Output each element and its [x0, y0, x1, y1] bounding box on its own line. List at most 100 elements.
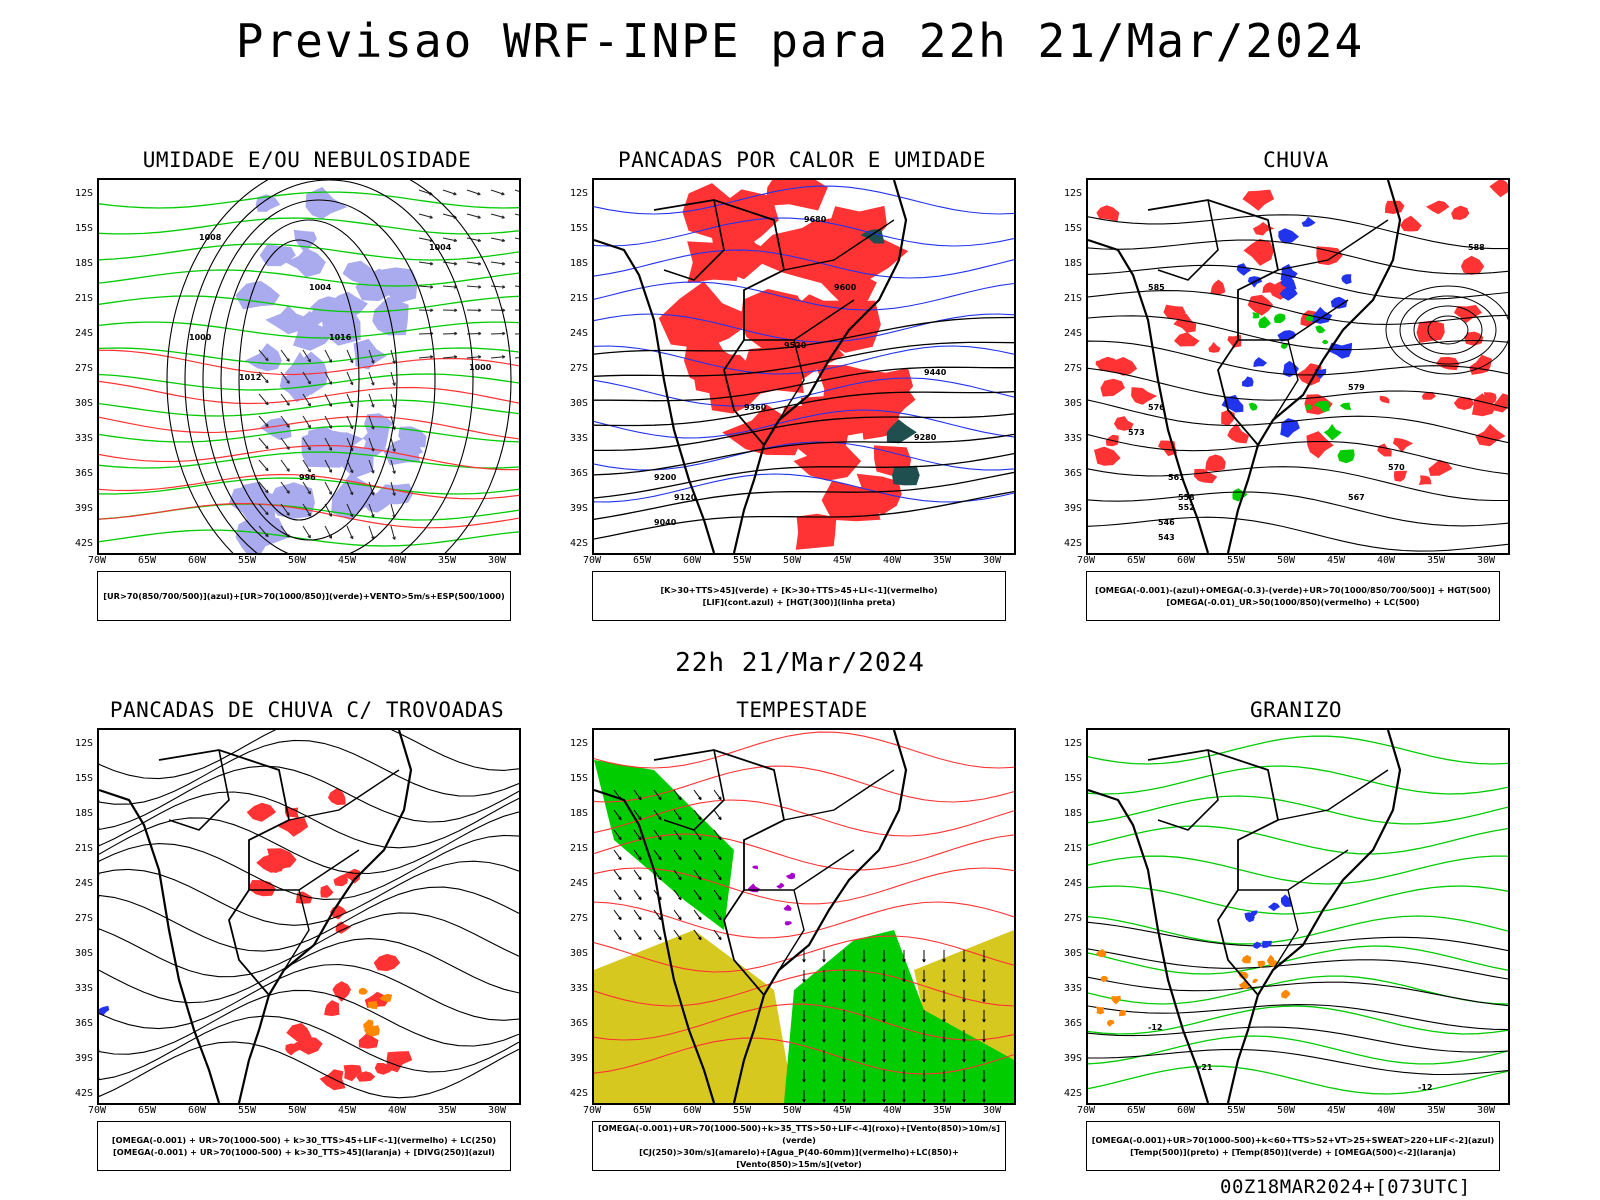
wind-vector [390, 481, 396, 496]
wind-vector [613, 889, 622, 901]
latitude-tick-label: 15S [569, 223, 588, 234]
rain-area-green [1280, 343, 1289, 349]
wind-vector-head [371, 426, 375, 430]
country-border [1157, 199, 1219, 281]
wind-vector [280, 393, 290, 406]
longitude-tick-label: 65W [1126, 1105, 1146, 1116]
latitude-tick-label: 36S [1063, 468, 1082, 479]
storm-area-red [386, 1051, 413, 1073]
rain-area-green [1315, 325, 1326, 334]
longitude-tick-label: 30W [487, 555, 507, 566]
latitude-tick-label: 24S [1063, 878, 1082, 889]
noop [186, 518, 205, 535]
longitude-tick-label: 50W [287, 555, 307, 566]
wind-vector [653, 929, 662, 941]
map-canvas [594, 730, 1014, 1103]
longitude-tick-label: 40W [387, 555, 407, 566]
wind-vector-head [822, 1039, 826, 1043]
noop [152, 446, 159, 453]
wind-vector-head [430, 308, 434, 313]
wind-vector-head [265, 533, 269, 538]
omega-area-orange [1119, 1010, 1126, 1017]
legend-line: [OMEGA(-0.001) + UR>70(1000-500) + k>30_… [113, 1147, 495, 1157]
panel-legend: [OMEGA(-0.001) + UR>70(1000-500) + k>30_… [97, 1121, 511, 1171]
humidity-contour-green [99, 321, 519, 339]
longitude-tick-label: 55W [1226, 555, 1246, 566]
latitude-tick-label: 24S [74, 878, 93, 889]
wind-vector-head [962, 1019, 966, 1023]
instability-area-red [687, 241, 741, 284]
longitude-tick-label: 30W [487, 1105, 507, 1116]
andes-border [594, 788, 716, 1103]
wind-vector [368, 415, 375, 430]
wind-vector-head [618, 816, 622, 821]
wind-vector-head [718, 856, 722, 861]
instability-area-red [765, 180, 828, 211]
instability-area-red [709, 376, 761, 414]
state-border [1277, 769, 1389, 821]
contour-label: 9280 [914, 433, 937, 442]
wind-vector-head [502, 331, 506, 336]
humidity-area-blue [372, 296, 409, 336]
rain-area-red [1428, 459, 1453, 476]
wind-vector [713, 889, 722, 901]
latitude-tick-label: 33S [1063, 983, 1082, 994]
wind-vector-head [658, 916, 662, 921]
panel-legend: [K>30+TTS>45](verde) + [K>30+TTS>45+LI<-… [592, 571, 1006, 621]
latitude-tick-label: 39S [1063, 503, 1082, 514]
country-border [653, 199, 786, 446]
atlantic-coast [1226, 180, 1402, 553]
temp500-contour [1088, 948, 1508, 980]
noop [234, 428, 249, 437]
wind-vector-head [698, 836, 702, 841]
noop [196, 528, 213, 540]
wind-vector [490, 356, 505, 359]
latitude-tick-label: 21S [1063, 843, 1082, 854]
rain-area-red [1221, 409, 1235, 426]
instability-area-teal [860, 229, 885, 244]
water-contour-red [594, 867, 1014, 905]
wind-vector-head [842, 959, 846, 963]
longitude-tick-label: 70W [87, 1105, 107, 1116]
wind-vector [633, 929, 642, 941]
wind-vector [442, 189, 457, 195]
andes-border [99, 788, 221, 1103]
rain-area-red [1094, 446, 1121, 466]
contour-label: -12 [1148, 1023, 1162, 1032]
wind-vector [280, 503, 290, 516]
wind-vector-head [822, 1059, 826, 1063]
rain-area-green [1323, 423, 1342, 441]
wind-vector-head [392, 470, 396, 474]
rain-area-red [1394, 470, 1408, 482]
wind-vector-head [902, 959, 906, 963]
wind-vector [368, 393, 375, 408]
wind-vector-head [982, 1059, 986, 1063]
humidity-contour-green [99, 347, 519, 365]
wind-vector [390, 371, 396, 386]
wind-vector-head [942, 1079, 946, 1083]
rain-area-red [1400, 215, 1422, 232]
wind-vector-head [371, 448, 375, 452]
wind-vector-head [286, 468, 290, 472]
map-canvas [99, 730, 519, 1103]
latitude-tick-label: 21S [74, 843, 93, 854]
wind-vector-head [882, 1039, 886, 1043]
wind-vector-head [307, 490, 311, 495]
state-border [283, 889, 310, 971]
wind-vector-head [328, 403, 332, 407]
water-contour-red [594, 833, 1014, 871]
wind-vector [302, 371, 311, 385]
wind-vector-head [430, 285, 434, 289]
height-contour [1088, 264, 1508, 300]
state-border [1272, 889, 1299, 971]
wind-vector [613, 929, 622, 941]
latitude-tick-label: 36S [569, 468, 588, 479]
wind-vector [302, 415, 311, 429]
wind-vector-head [371, 382, 375, 386]
wind-vector [466, 285, 481, 288]
streamline [99, 912, 519, 978]
wind-vector [713, 829, 722, 841]
legend-line: [K>30+TTS>45](verde) + [K>30+TTS>45+LI<-… [660, 585, 938, 595]
wind-vector-head [478, 331, 482, 336]
wind-vector-head [902, 1099, 906, 1103]
